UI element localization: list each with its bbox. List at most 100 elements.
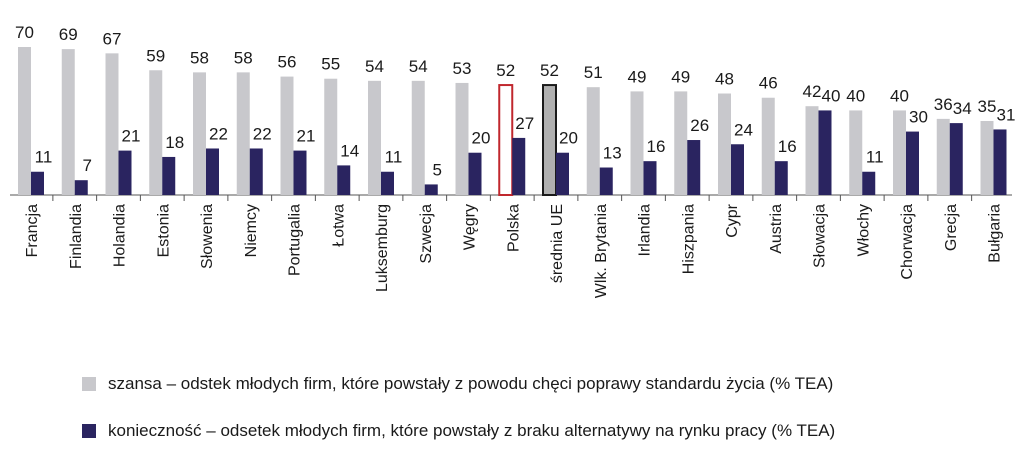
legend-label-koniecznosc: konieczność – odsetek młodych firm, któr… [108,421,836,440]
value-label-koniecznosc-estonia: 18 [165,133,184,152]
category-label-hiszpania: Hiszpania [680,204,697,274]
value-label-koniecznosc-włochy: 11 [866,148,884,167]
value-label-szansa-łotwa: 55 [321,55,340,74]
bar-koniecznosc-irlandia [643,161,657,195]
bar-koniecznosc-wlk-brytania [599,167,613,195]
category-label-włochy: Włochy [855,204,872,256]
value-label-szansa-włochy: 40 [846,86,865,105]
value-label-szansa-austria: 46 [759,74,778,93]
category-label-średnia-ue: średnia UE [549,204,566,283]
bar-szansa-francja [18,47,31,195]
bar-szansa-finlandia [61,49,75,195]
legend-item-koniecznosc: konieczność – odsetek młodych firm, któr… [82,421,1012,441]
bar-szansa-słowacja [805,106,819,195]
bar-szansa-węgry [455,82,469,195]
bar-koniecznosc-chorwacja [906,131,919,195]
bar-koniecznosc-hiszpania [687,140,701,195]
bar-koniecznosc-holandia [118,150,132,195]
category-label-polska: Polska [505,204,522,252]
bar-koniecznosc-włochy [862,171,876,195]
value-label-szansa-estonia: 59 [146,46,165,65]
value-label-szansa-hiszpania: 49 [671,67,690,86]
value-label-koniecznosc-cypr: 24 [734,120,753,139]
bar-koniecznosc-bułgaria [993,129,1007,195]
bar-szansa-cypr [718,93,731,195]
category-label-austria: Austria [768,204,785,254]
value-label-koniecznosc-portugalia: 21 [297,127,316,146]
bar-koniecznosc-grecja [949,123,963,195]
bar-koniecznosc-średnia-ue [556,152,569,195]
bar-szansa-grecja [936,118,950,195]
bar-koniecznosc-estonia [162,156,176,195]
category-label-francja: Francja [24,204,41,257]
bar-szansa-hiszpania [674,91,688,195]
category-label-estonia: Estonia [155,204,172,257]
value-label-koniecznosc-wlk-brytania: 13 [603,144,622,163]
bar-szansa-włochy [849,110,863,195]
value-label-koniecznosc-francja: 11 [35,148,53,167]
bar-szansa-bułgaria [980,121,994,195]
bar-koniecznosc-portugalia [293,150,307,195]
bar-szansa-estonia [149,70,163,195]
value-label-koniecznosc-chorwacja: 30 [909,108,928,127]
bar-szansa-luksemburg [368,80,381,195]
bar-koniecznosc-polska [512,137,526,195]
category-label-węgry: Węgry [462,204,479,250]
bar-szansa-polska [498,84,514,196]
value-label-koniecznosc-polska: 27 [515,114,534,133]
value-label-szansa-portugalia: 56 [278,53,297,72]
value-label-koniecznosc-niemcy: 22 [253,124,272,143]
value-label-koniecznosc-holandia: 21 [122,127,141,146]
value-label-koniecznosc-hiszpania: 26 [690,116,709,135]
bar-koniecznosc-francja [31,171,44,195]
category-label-wlk-brytania: Wlk. Brytania [593,204,610,298]
bar-szansa-średnia-ue [542,84,557,196]
value-label-szansa-luksemburg: 54 [365,57,384,76]
category-label-luksemburg: Luksemburg [374,204,391,292]
category-label-chorwacja: Chorwacja [899,204,916,280]
category-label-bułgaria: Bułgaria [987,204,1004,263]
bar-koniecznosc-finlandia [74,180,88,195]
value-label-szansa-bułgaria: 35 [978,97,997,116]
category-label-szwecja: Szwecja [418,204,435,264]
value-label-szansa-irlandia: 49 [628,67,647,86]
value-label-szansa-cypr: 48 [715,70,734,89]
bar-szansa-chorwacja [893,110,906,195]
value-label-szansa-niemcy: 58 [234,48,253,67]
category-label-słowenia: Słowenia [199,204,216,269]
value-label-koniecznosc-węgry: 20 [472,129,491,148]
bar-koniecznosc-słowenia [206,148,219,195]
bar-szansa-holandia [105,53,119,195]
value-label-szansa-francja: 70 [15,23,34,42]
bar-szansa-słowenia [193,72,206,195]
category-label-irlandia: Irlandia [637,204,654,257]
value-label-koniecznosc-średnia-ue: 20 [559,129,578,148]
bar-koniecznosc-węgry [468,152,482,195]
value-label-koniecznosc-grecja: 34 [953,99,972,118]
bar-koniecznosc-łotwa [337,165,351,195]
legend-swatch-szansa [82,377,96,391]
value-label-koniecznosc-austria: 16 [778,137,797,156]
value-label-koniecznosc-bułgaria: 31 [997,105,1016,124]
bar-koniecznosc-cypr [731,144,744,195]
category-label-portugalia: Portugalia [287,204,304,276]
category-label-holandia: Holandia [112,204,129,267]
value-label-szansa-wlk-brytania: 51 [584,63,603,82]
legend-swatch-koniecznosc [82,424,96,438]
value-label-szansa-średnia-ue: 52 [540,61,559,80]
value-label-koniecznosc-luksemburg: 11 [385,148,403,167]
bar-szansa-irlandia [630,91,644,195]
category-label-grecja: Grecja [943,204,960,251]
bar-koniecznosc-szwecja [424,184,438,195]
value-label-szansa-finlandia: 69 [59,25,78,44]
bar-szansa-łotwa [324,78,338,195]
value-label-szansa-słowenia: 58 [190,48,209,67]
bar-szansa-portugalia [280,76,294,195]
bar-szansa-szwecja [411,80,425,195]
value-label-koniecznosc-słowenia: 22 [209,124,228,143]
value-label-szansa-chorwacja: 40 [890,86,909,105]
category-label-finlandia: Finlandia [68,204,85,269]
legend-label-szansa: szansa – odstek młodych firm, które pows… [108,374,834,393]
value-label-koniecznosc-irlandia: 16 [647,137,666,156]
value-label-szansa-grecja: 36 [934,95,953,114]
